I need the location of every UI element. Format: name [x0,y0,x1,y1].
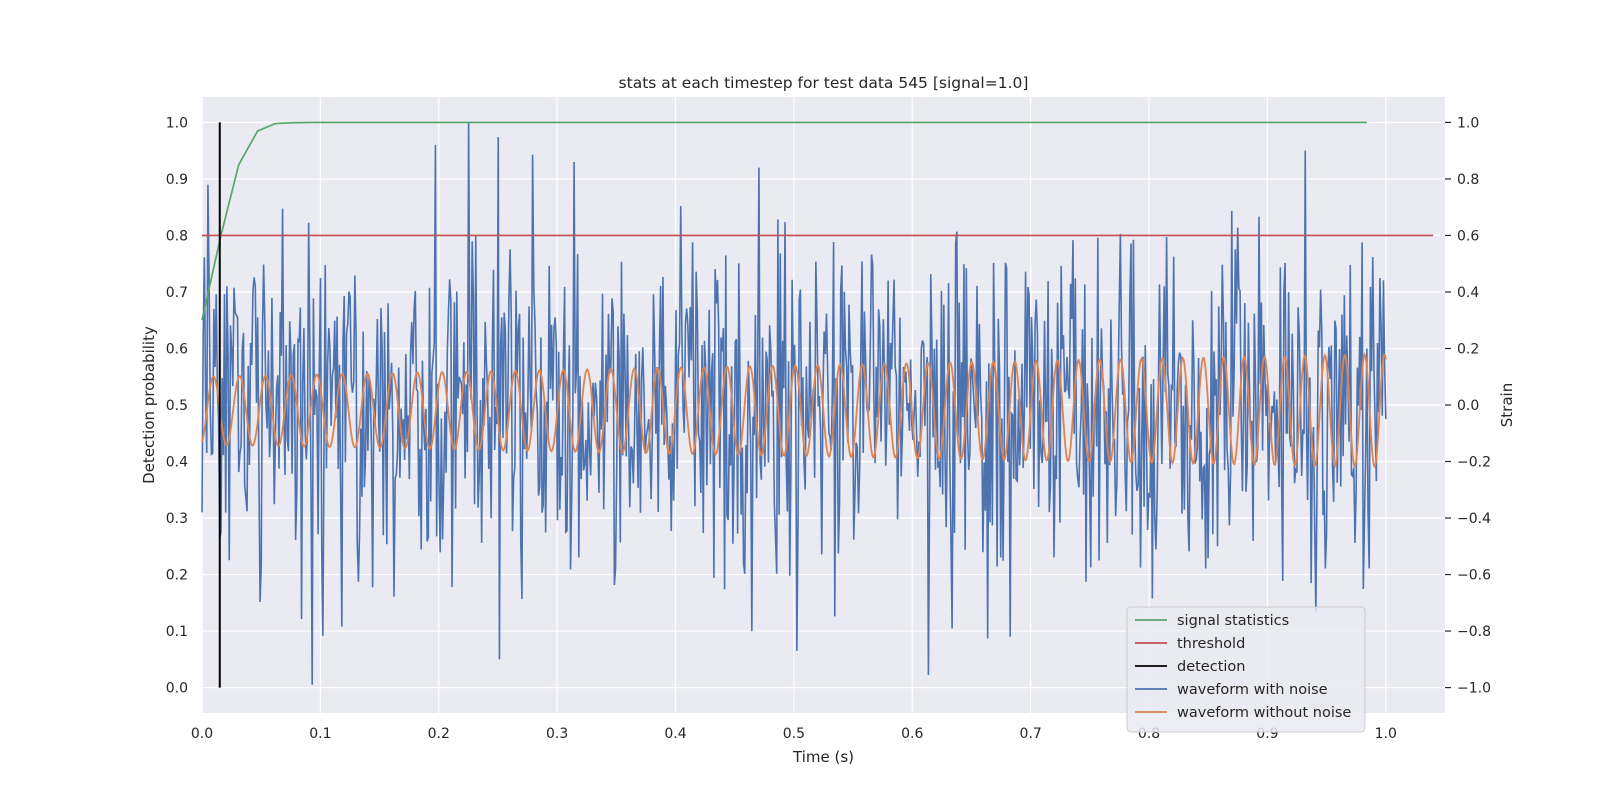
legend-box [1126,606,1366,733]
y-right-tick-label: 0.6 [1457,228,1479,244]
y-left-tick-label: 0.3 [166,511,188,527]
x-tick-label: 0.6 [901,726,923,742]
y-left-tick-label: 0.0 [166,681,188,697]
x-tick-label: 0.3 [546,726,568,742]
legend-item: detection [1135,659,1245,675]
legend-label: detection [1177,659,1245,675]
legend-label: waveform with noise [1177,682,1328,698]
y-right-tick-label: 0.0 [1457,398,1479,414]
y-left-tick-label: 0.5 [166,398,188,414]
y-axis-left-label: Detection probability [140,326,158,484]
y-axis-right-label: Strain [1498,383,1516,427]
legend-item: waveform without noise [1135,705,1351,721]
y-right-tick-label: −0.8 [1457,624,1491,640]
legend-item: waveform with noise [1135,682,1328,698]
chart-title: stats at each timestep for test data 545… [619,74,1029,92]
legend-label: threshold [1177,636,1245,652]
y-left-tick-label: 0.8 [166,228,188,244]
y-left-tick-label: 0.9 [166,172,188,188]
x-tick-label: 1.0 [1375,726,1397,742]
y-right-tick-label: 0.4 [1457,285,1479,301]
axes: 0.0 0.1 0.2 0.3 0.4 0.5 0.6 0.7 0.8 0.9 1.0 0.0 0.1 0… [166,115,1491,742]
legend-label: waveform without noise [1177,705,1351,721]
y-left-tick-label: 0.6 [166,341,188,357]
x-tick-label: 0.5 [783,726,805,742]
y-right-tick-label: 0.8 [1457,172,1479,188]
y-left-tick-label: 0.1 [166,624,188,640]
y-left-tick-label: 1.0 [166,115,188,131]
series-layer [201,121,1434,688]
y-right-tick-label: −0.6 [1457,568,1491,584]
y-right-tick-label: −0.2 [1457,455,1491,471]
y-right-tick-label: 0.2 [1457,341,1479,357]
y-left-tick-label: 0.2 [166,568,188,584]
x-tick-label: 0.1 [309,726,331,742]
y-left-tick-label: 0.4 [166,455,188,471]
legend: signal statistics threshold detection wavef… [1126,606,1366,733]
y-left-tick-label: 0.7 [166,285,188,301]
series-signal-statistics [201,121,1367,321]
legend-item: threshold [1135,636,1245,652]
x-tick-label: 0.2 [428,726,450,742]
x-tick-label: 0.7 [1020,726,1042,742]
x-axis-label: Time (s) [792,748,854,766]
legend-label: signal statistics [1177,613,1289,629]
x-tick-label: 0.0 [191,726,213,742]
y-right-tick-label: −1.0 [1457,681,1491,697]
y-right-tick-label: −0.4 [1457,511,1491,527]
legend-item: signal statistics [1135,613,1289,629]
y-right-tick-label: 1.0 [1457,115,1479,131]
series-waveform-without-noise [201,352,1387,469]
x-tick-label: 0.4 [664,726,686,742]
